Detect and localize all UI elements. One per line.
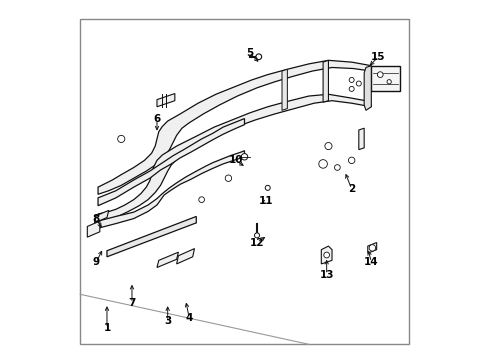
Circle shape xyxy=(264,185,270,190)
Polygon shape xyxy=(87,221,100,237)
Circle shape xyxy=(255,54,261,60)
Polygon shape xyxy=(157,94,175,107)
Text: 13: 13 xyxy=(319,270,333,280)
Text: 11: 11 xyxy=(258,197,273,206)
Polygon shape xyxy=(282,69,287,111)
Circle shape xyxy=(348,86,353,91)
Text: 7: 7 xyxy=(128,298,135,308)
Polygon shape xyxy=(370,66,399,91)
Polygon shape xyxy=(98,118,244,206)
Text: 8: 8 xyxy=(92,214,100,224)
Text: 12: 12 xyxy=(249,238,264,248)
Circle shape xyxy=(324,143,331,150)
Circle shape xyxy=(356,81,361,86)
Circle shape xyxy=(348,157,354,163)
Text: 1: 1 xyxy=(103,323,110,333)
Circle shape xyxy=(254,233,259,238)
Polygon shape xyxy=(364,66,370,111)
Text: 9: 9 xyxy=(93,257,100,267)
Circle shape xyxy=(118,135,124,143)
Polygon shape xyxy=(98,151,244,228)
Polygon shape xyxy=(176,249,194,264)
Polygon shape xyxy=(321,246,331,264)
Circle shape xyxy=(368,245,375,251)
Polygon shape xyxy=(98,94,370,221)
Text: 4: 4 xyxy=(185,312,192,323)
Polygon shape xyxy=(358,128,364,150)
Text: 10: 10 xyxy=(228,156,243,165)
Text: 6: 6 xyxy=(153,114,160,124)
Circle shape xyxy=(323,252,329,258)
Polygon shape xyxy=(323,60,328,102)
Circle shape xyxy=(225,175,231,181)
Polygon shape xyxy=(367,243,376,253)
Text: 14: 14 xyxy=(363,257,378,267)
Text: 2: 2 xyxy=(347,184,355,194)
Circle shape xyxy=(377,72,382,77)
Polygon shape xyxy=(107,216,196,257)
Polygon shape xyxy=(98,60,370,194)
Circle shape xyxy=(241,154,247,160)
Polygon shape xyxy=(94,210,108,223)
Polygon shape xyxy=(157,252,178,267)
Circle shape xyxy=(348,77,353,82)
Circle shape xyxy=(318,159,326,168)
Circle shape xyxy=(198,197,204,203)
Circle shape xyxy=(334,165,340,170)
Circle shape xyxy=(386,80,390,84)
Text: 5: 5 xyxy=(246,48,253,58)
Text: 3: 3 xyxy=(164,316,171,326)
Text: 15: 15 xyxy=(370,52,385,62)
